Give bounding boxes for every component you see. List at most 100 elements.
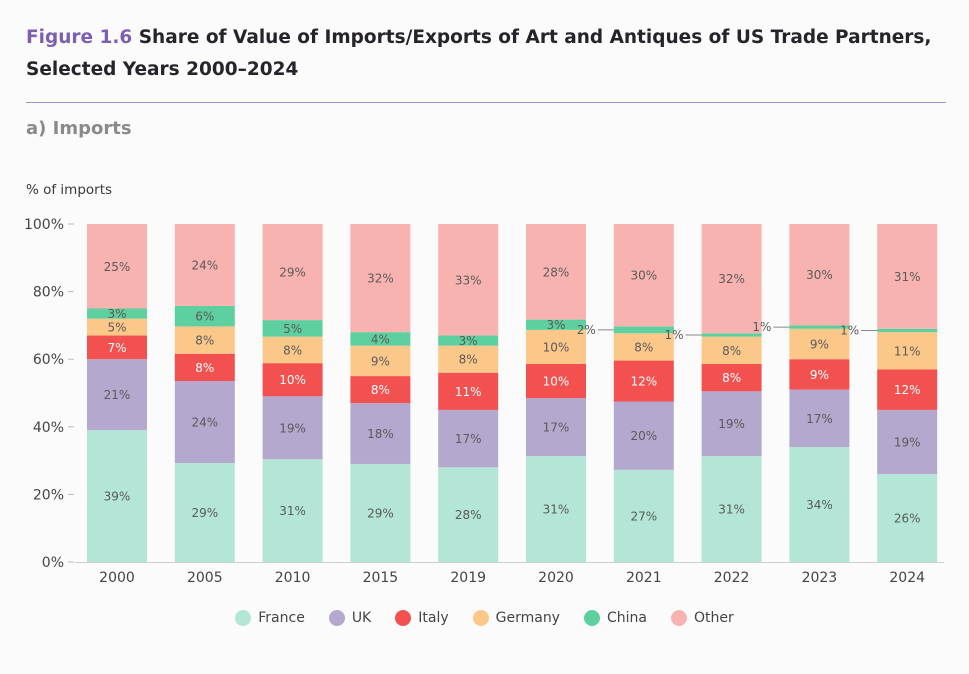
data-label: 19% xyxy=(718,417,745,431)
data-label: 5% xyxy=(283,322,302,336)
bar-segment-uk xyxy=(701,391,762,457)
data-label: 10% xyxy=(543,375,570,389)
data-label: 19% xyxy=(894,436,921,450)
data-label: 31% xyxy=(718,503,745,517)
data-label: 33% xyxy=(455,273,482,287)
legend-item-uk: UK xyxy=(328,610,372,626)
bar-segment-other xyxy=(262,224,323,321)
data-label: 3% xyxy=(107,307,126,321)
legend-label: Italy xyxy=(418,610,449,626)
data-label: 17% xyxy=(543,421,570,435)
data-label: 10% xyxy=(279,373,306,387)
y-axis-label: % of imports xyxy=(26,182,113,198)
data-label: 19% xyxy=(279,421,306,435)
legend-label: UK xyxy=(351,610,372,626)
bar-segment-italy xyxy=(87,335,147,360)
bar-segment-china xyxy=(877,328,938,333)
bar-segment-france xyxy=(262,459,323,562)
data-label: 30% xyxy=(806,268,833,282)
data-label: 8% xyxy=(195,334,214,348)
bar-segment-china xyxy=(789,325,850,329)
bar-segment-france xyxy=(438,467,499,562)
data-label: 21% xyxy=(104,388,131,402)
data-label: 27% xyxy=(630,509,657,523)
bar-segment-germany xyxy=(438,345,499,373)
bar-segment-uk xyxy=(87,359,147,431)
data-label: 8% xyxy=(371,383,390,397)
data-label: 1% xyxy=(752,320,771,334)
bar-segment-germany xyxy=(701,336,762,364)
bar-segment-uk xyxy=(438,409,499,468)
bar-segment-uk xyxy=(174,381,235,463)
data-label: 24% xyxy=(191,258,218,272)
bar-segment-other xyxy=(613,224,674,327)
bar-segment-germany xyxy=(262,336,323,364)
data-label: 17% xyxy=(455,432,482,446)
bar-segment-italy xyxy=(877,369,938,410)
data-label: 32% xyxy=(367,272,394,286)
x-tick-label: 2022 xyxy=(714,570,750,586)
data-label: 25% xyxy=(104,260,131,274)
bar-segment-italy xyxy=(789,359,850,390)
data-label: 18% xyxy=(367,427,394,441)
bar-segment-china xyxy=(526,319,586,330)
data-label: 29% xyxy=(367,506,394,520)
data-label: 12% xyxy=(630,375,657,389)
x-tick-label: 2005 xyxy=(187,570,223,586)
data-label: 26% xyxy=(894,512,921,526)
data-label: 34% xyxy=(806,498,833,512)
bar-segment-china xyxy=(613,326,674,334)
bar-segment-other xyxy=(438,224,499,336)
data-label: 20% xyxy=(630,429,657,443)
bar-segment-italy xyxy=(262,363,323,397)
data-label: 11% xyxy=(894,344,921,358)
data-label: 11% xyxy=(455,385,482,399)
x-tick-label: 2010 xyxy=(275,570,311,586)
data-label: 8% xyxy=(195,361,214,375)
legend-item-germany: Germany xyxy=(472,610,560,626)
bar-segment-other xyxy=(526,224,586,320)
figure-title-text: Share of Value of Imports/Exports of Art… xyxy=(26,27,932,80)
legend-item-china: China xyxy=(583,610,647,626)
data-label: 9% xyxy=(810,337,829,351)
data-label: 8% xyxy=(722,371,741,385)
y-tick-label: 20% xyxy=(33,487,64,503)
bar-segment-china xyxy=(438,335,499,346)
bar-segment-other xyxy=(87,224,147,309)
bar-segment-france xyxy=(613,469,674,562)
bar-segment-china xyxy=(262,320,323,337)
data-label: 28% xyxy=(543,265,570,279)
bar-segment-france xyxy=(789,447,850,562)
data-label: 5% xyxy=(107,321,126,335)
bar-segment-france xyxy=(174,462,235,562)
data-label: 1% xyxy=(840,323,859,337)
x-tick-label: 2000 xyxy=(99,570,135,586)
bar-segment-uk xyxy=(262,396,323,460)
bar-segment-china xyxy=(350,332,411,346)
bar-segment-other xyxy=(174,224,235,306)
bar-segment-uk xyxy=(613,401,674,470)
data-label: 32% xyxy=(718,272,745,286)
data-label: 3% xyxy=(459,334,478,348)
data-label: 12% xyxy=(894,383,921,397)
data-label: 9% xyxy=(371,354,390,368)
legend-swatch xyxy=(328,610,345,626)
bar-segment-other xyxy=(350,224,411,333)
data-label: 6% xyxy=(195,310,214,324)
x-tick-label: 2015 xyxy=(363,570,399,586)
data-label: 2% xyxy=(577,323,596,337)
data-label: 17% xyxy=(806,412,833,426)
figure-title: Figure 1.6 Share of Value of Imports/Exp… xyxy=(26,22,936,86)
data-label: 31% xyxy=(543,503,570,517)
data-label: 8% xyxy=(459,353,478,367)
legend-label: Germany xyxy=(495,610,560,626)
bar-segment-italy xyxy=(701,363,762,392)
bar-segment-china xyxy=(87,308,147,319)
data-label: 8% xyxy=(722,344,741,358)
legend-swatch xyxy=(235,610,252,626)
bar-segment-italy xyxy=(613,360,674,402)
y-tick-label: 80% xyxy=(33,285,64,301)
bar-segment-uk xyxy=(789,389,850,448)
bar-segment-france xyxy=(877,474,938,562)
legend-item-italy: Italy xyxy=(395,610,449,626)
